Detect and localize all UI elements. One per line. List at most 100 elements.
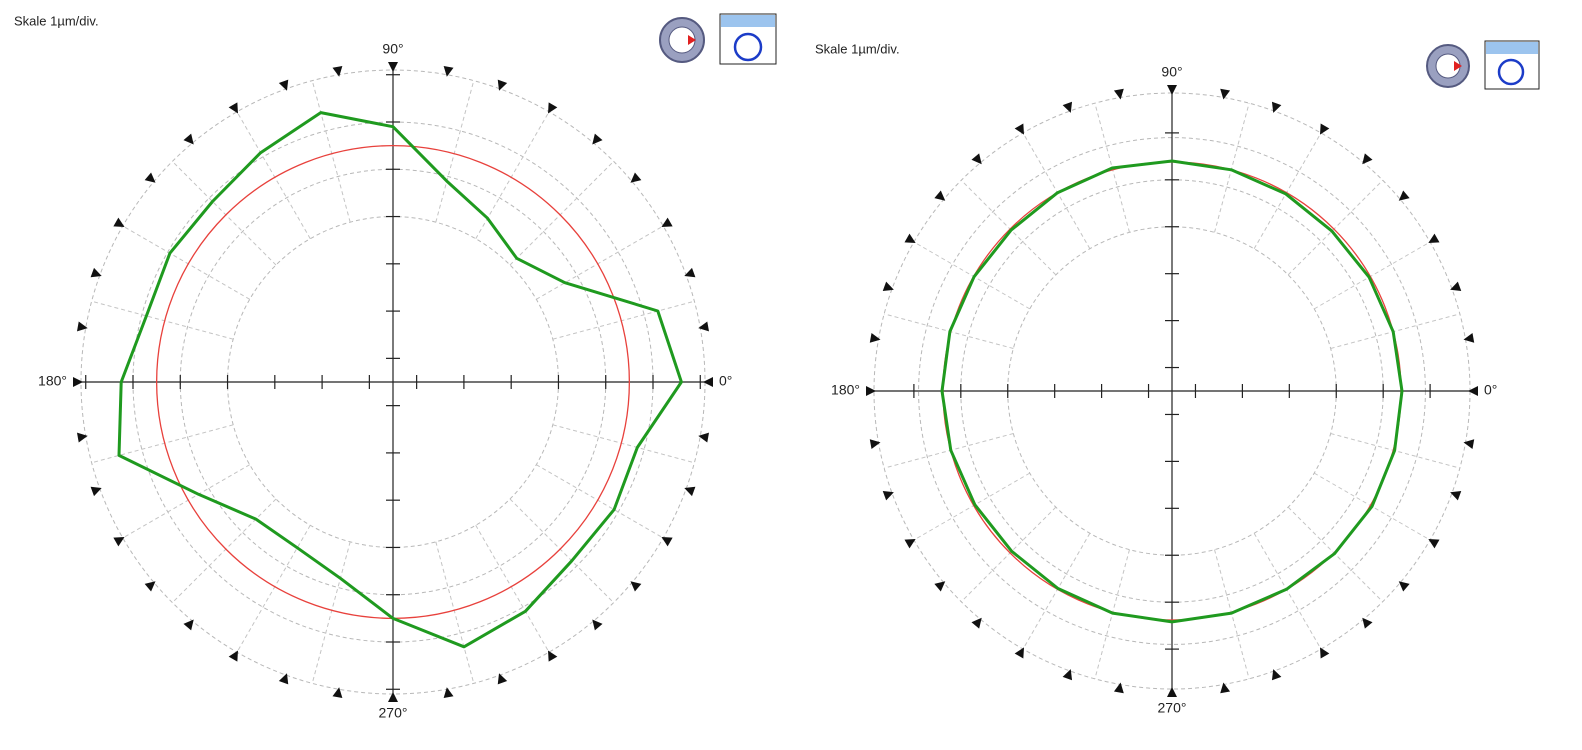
angle-marker [76,432,88,443]
angle-marker [1428,233,1440,243]
angle-marker [1428,539,1440,549]
angle-marker [90,267,102,278]
angle-marker [443,65,454,77]
angle-marker [869,439,881,450]
spoke [311,80,351,223]
spoke [536,464,664,539]
angle-marker [1113,88,1124,100]
angle-label: 270° [379,705,408,721]
angle-marker [76,321,88,332]
angle-marker [904,539,916,549]
angle-marker [90,486,102,497]
spoke [960,506,1057,603]
angle-marker [388,692,398,702]
angle-marker [882,490,894,501]
profile-curve [117,111,683,649]
angle-label: 180° [831,382,860,398]
angle-marker [1362,153,1373,165]
spoke [91,300,234,340]
angle-marker [1468,386,1478,396]
angle-marker [278,79,289,91]
angle-marker [1220,88,1231,100]
angle-marker [1450,281,1462,292]
angle-marker [661,217,673,227]
angle-marker [630,172,642,183]
icon-ruler [1486,42,1538,54]
spoke [122,464,250,539]
angle-label: 0° [719,373,732,389]
spoke [960,179,1057,276]
angle-marker [183,619,194,631]
angle-marker [592,619,603,631]
angle-marker [443,687,454,699]
spoke [311,541,351,684]
angle-marker [228,650,238,662]
angle-marker [228,102,238,114]
angle-marker [144,581,156,592]
angle-marker [1362,617,1373,629]
icon-circle [1497,58,1525,86]
angle-marker [684,486,696,497]
angle-marker [1014,647,1024,659]
angle-marker [113,217,125,227]
icons-left [659,13,777,65]
angle-marker [934,190,946,201]
polar-plot: Skale 1µm/div. 0° 90° 180° 270° [14,13,732,720]
spoke [1253,132,1322,250]
spoke [236,525,311,653]
angle-marker [971,153,982,165]
angle-marker [497,673,508,685]
angle-label: 90° [1161,64,1182,80]
angle-marker [1220,682,1231,694]
spoke [122,225,250,300]
angle-marker [73,377,83,387]
angle-marker [1398,190,1410,201]
angle-marker [904,233,916,243]
spoke [1022,132,1091,250]
angle-marker [332,687,343,699]
angle-marker [866,386,876,396]
angle-marker [388,62,398,72]
angle-marker [698,432,710,443]
spoke [1022,532,1091,650]
chart-title: Skale 1µm/div. [14,13,99,28]
spoke [1214,103,1250,233]
angle-label: 270° [1158,700,1187,716]
spoke [884,433,1014,469]
spoke [435,541,475,684]
angle-marker [882,281,894,292]
icons-right [1426,40,1540,90]
spoke [475,525,550,653]
angle-marker [1062,101,1073,113]
angle-marker [684,267,696,278]
angle-marker [1463,439,1475,450]
spoke [236,111,311,239]
angle-marker [661,537,673,547]
angle-marker [1167,85,1177,95]
spoke [435,80,475,223]
angle-marker [1271,669,1282,681]
polar-plot: Skale 1µm/div. 0° 90° 180° 270° [815,41,1497,715]
angle-marker [971,617,982,629]
spoke [1287,179,1384,276]
angle-marker [1014,123,1024,135]
icon-circle [733,32,763,62]
spoke [172,498,277,603]
profile-curve [940,159,1404,624]
angle-marker [869,332,881,343]
spoke [552,300,695,340]
angle-marker [1113,682,1124,694]
angle-marker [183,133,194,145]
spoke [1330,313,1460,349]
spoke [509,498,614,603]
angle-label: 90° [382,41,403,57]
angle-marker [332,65,343,77]
spoke [1313,241,1431,310]
spoke [1253,532,1322,650]
angle-marker [1320,123,1330,135]
angle-marker [630,581,642,592]
angle-label: 180° [38,373,67,389]
angle-marker [1450,490,1462,501]
